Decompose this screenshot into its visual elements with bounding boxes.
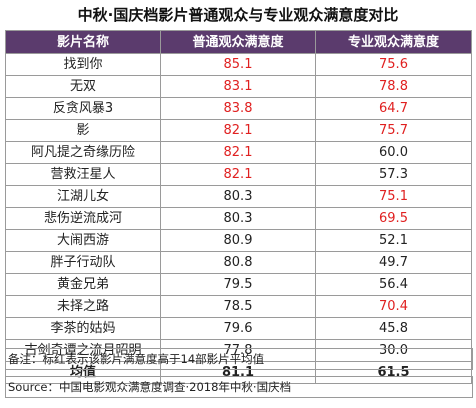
table-row: 悲伤逆流成河 80.3 69.5 [5,207,472,230]
header-general-satisfaction: 普通观众满意度 [160,30,316,54]
pro-score-cell: 75.1 [315,185,472,208]
table-row: 江湖儿女 80.3 75.1 [5,185,472,208]
general-score-cell: 80.9 [160,229,316,252]
film-name-cell: 黄金兄弟 [5,273,161,296]
header-film-name: 影片名称 [5,30,161,54]
table-row: 李茶的姑妈 79.6 45.8 [5,317,472,340]
general-score-cell: 82.1 [160,163,316,186]
film-name-cell: 找到你 [5,53,161,76]
table-body: 找到你 85.1 75.6 无双 83.1 78.8 反贪风暴3 83.8 64.7 影 82.1 7… [5,53,472,362]
footnote: 备注：标红表示该影片满意度高于14部影片平均值 [5,348,473,370]
general-score-cell: 82.1 [160,141,316,164]
table-row: 未择之路 78.5 70.4 [5,295,472,318]
film-name-cell: 李茶的姑妈 [5,317,161,340]
table-row: 胖子行动队 80.8 49.7 [5,251,472,274]
table-row: 找到你 85.1 75.6 [5,53,472,76]
pro-score-cell: 69.5 [315,207,472,230]
film-name-cell: 营救汪星人 [5,163,161,186]
table-row: 阿凡提之奇缘历险 82.1 60.0 [5,141,472,164]
film-name-cell: 悲伤逆流成河 [5,207,161,230]
pro-score-cell: 57.3 [315,163,472,186]
film-name-cell: 无双 [5,75,161,98]
film-name-cell: 反贪风暴3 [5,97,161,120]
satisfaction-table: 影片名称 普通观众满意度 专业观众满意度 找到你 85.1 75.6 无双 83.1 78… [5,30,472,384]
general-score-cell: 85.1 [160,53,316,76]
source-line: Source：中国电影观众满意度调查·2018年中秋·国庆档 [5,376,473,398]
film-name-cell: 影 [5,119,161,142]
pro-score-cell: 52.1 [315,229,472,252]
header-pro-satisfaction: 专业观众满意度 [315,30,472,54]
pro-score-cell: 78.8 [315,75,472,98]
table-header-row: 影片名称 普通观众满意度 专业观众满意度 [5,30,472,54]
general-score-cell: 78.5 [160,295,316,318]
pro-score-cell: 64.7 [315,97,472,120]
film-name-cell: 未择之路 [5,295,161,318]
pro-score-cell: 60.0 [315,141,472,164]
general-score-cell: 83.1 [160,75,316,98]
general-score-cell: 79.6 [160,317,316,340]
average-pro: 61.5 [315,361,472,384]
film-name-cell: 胖子行动队 [5,251,161,274]
film-name-cell: 古剑奇谭之流月昭明 [5,339,161,362]
pro-score-cell: 45.8 [315,317,472,340]
general-score-cell: 80.3 [160,207,316,230]
pro-score-cell: 49.7 [315,251,472,274]
table-row: 大闹西游 80.9 52.1 [5,229,472,252]
general-score-cell: 80.8 [160,251,316,274]
general-score-cell: 83.8 [160,97,316,120]
film-name-cell: 阿凡提之奇缘历险 [5,141,161,164]
pro-score-cell: 75.7 [315,119,472,142]
film-name-cell: 大闹西游 [5,229,161,252]
table-row: 影 82.1 75.7 [5,119,472,142]
table-row: 无双 83.1 78.8 [5,75,472,98]
general-score-cell: 79.5 [160,273,316,296]
table-row: 营救汪星人 82.1 57.3 [5,163,472,186]
table-title: 中秋·国庆档影片普通观众与专业观众满意度对比 [77,6,399,24]
film-name-cell: 江湖儿女 [5,185,161,208]
table-row: 黄金兄弟 79.5 56.4 [5,273,472,296]
table-row: 反贪风暴3 83.8 64.7 [5,97,472,120]
general-score-cell: 82.1 [160,119,316,142]
pro-score-cell: 70.4 [315,295,472,318]
pro-score-cell: 75.6 [315,53,472,76]
general-score-cell: 80.3 [160,185,316,208]
pro-score-cell: 56.4 [315,273,472,296]
